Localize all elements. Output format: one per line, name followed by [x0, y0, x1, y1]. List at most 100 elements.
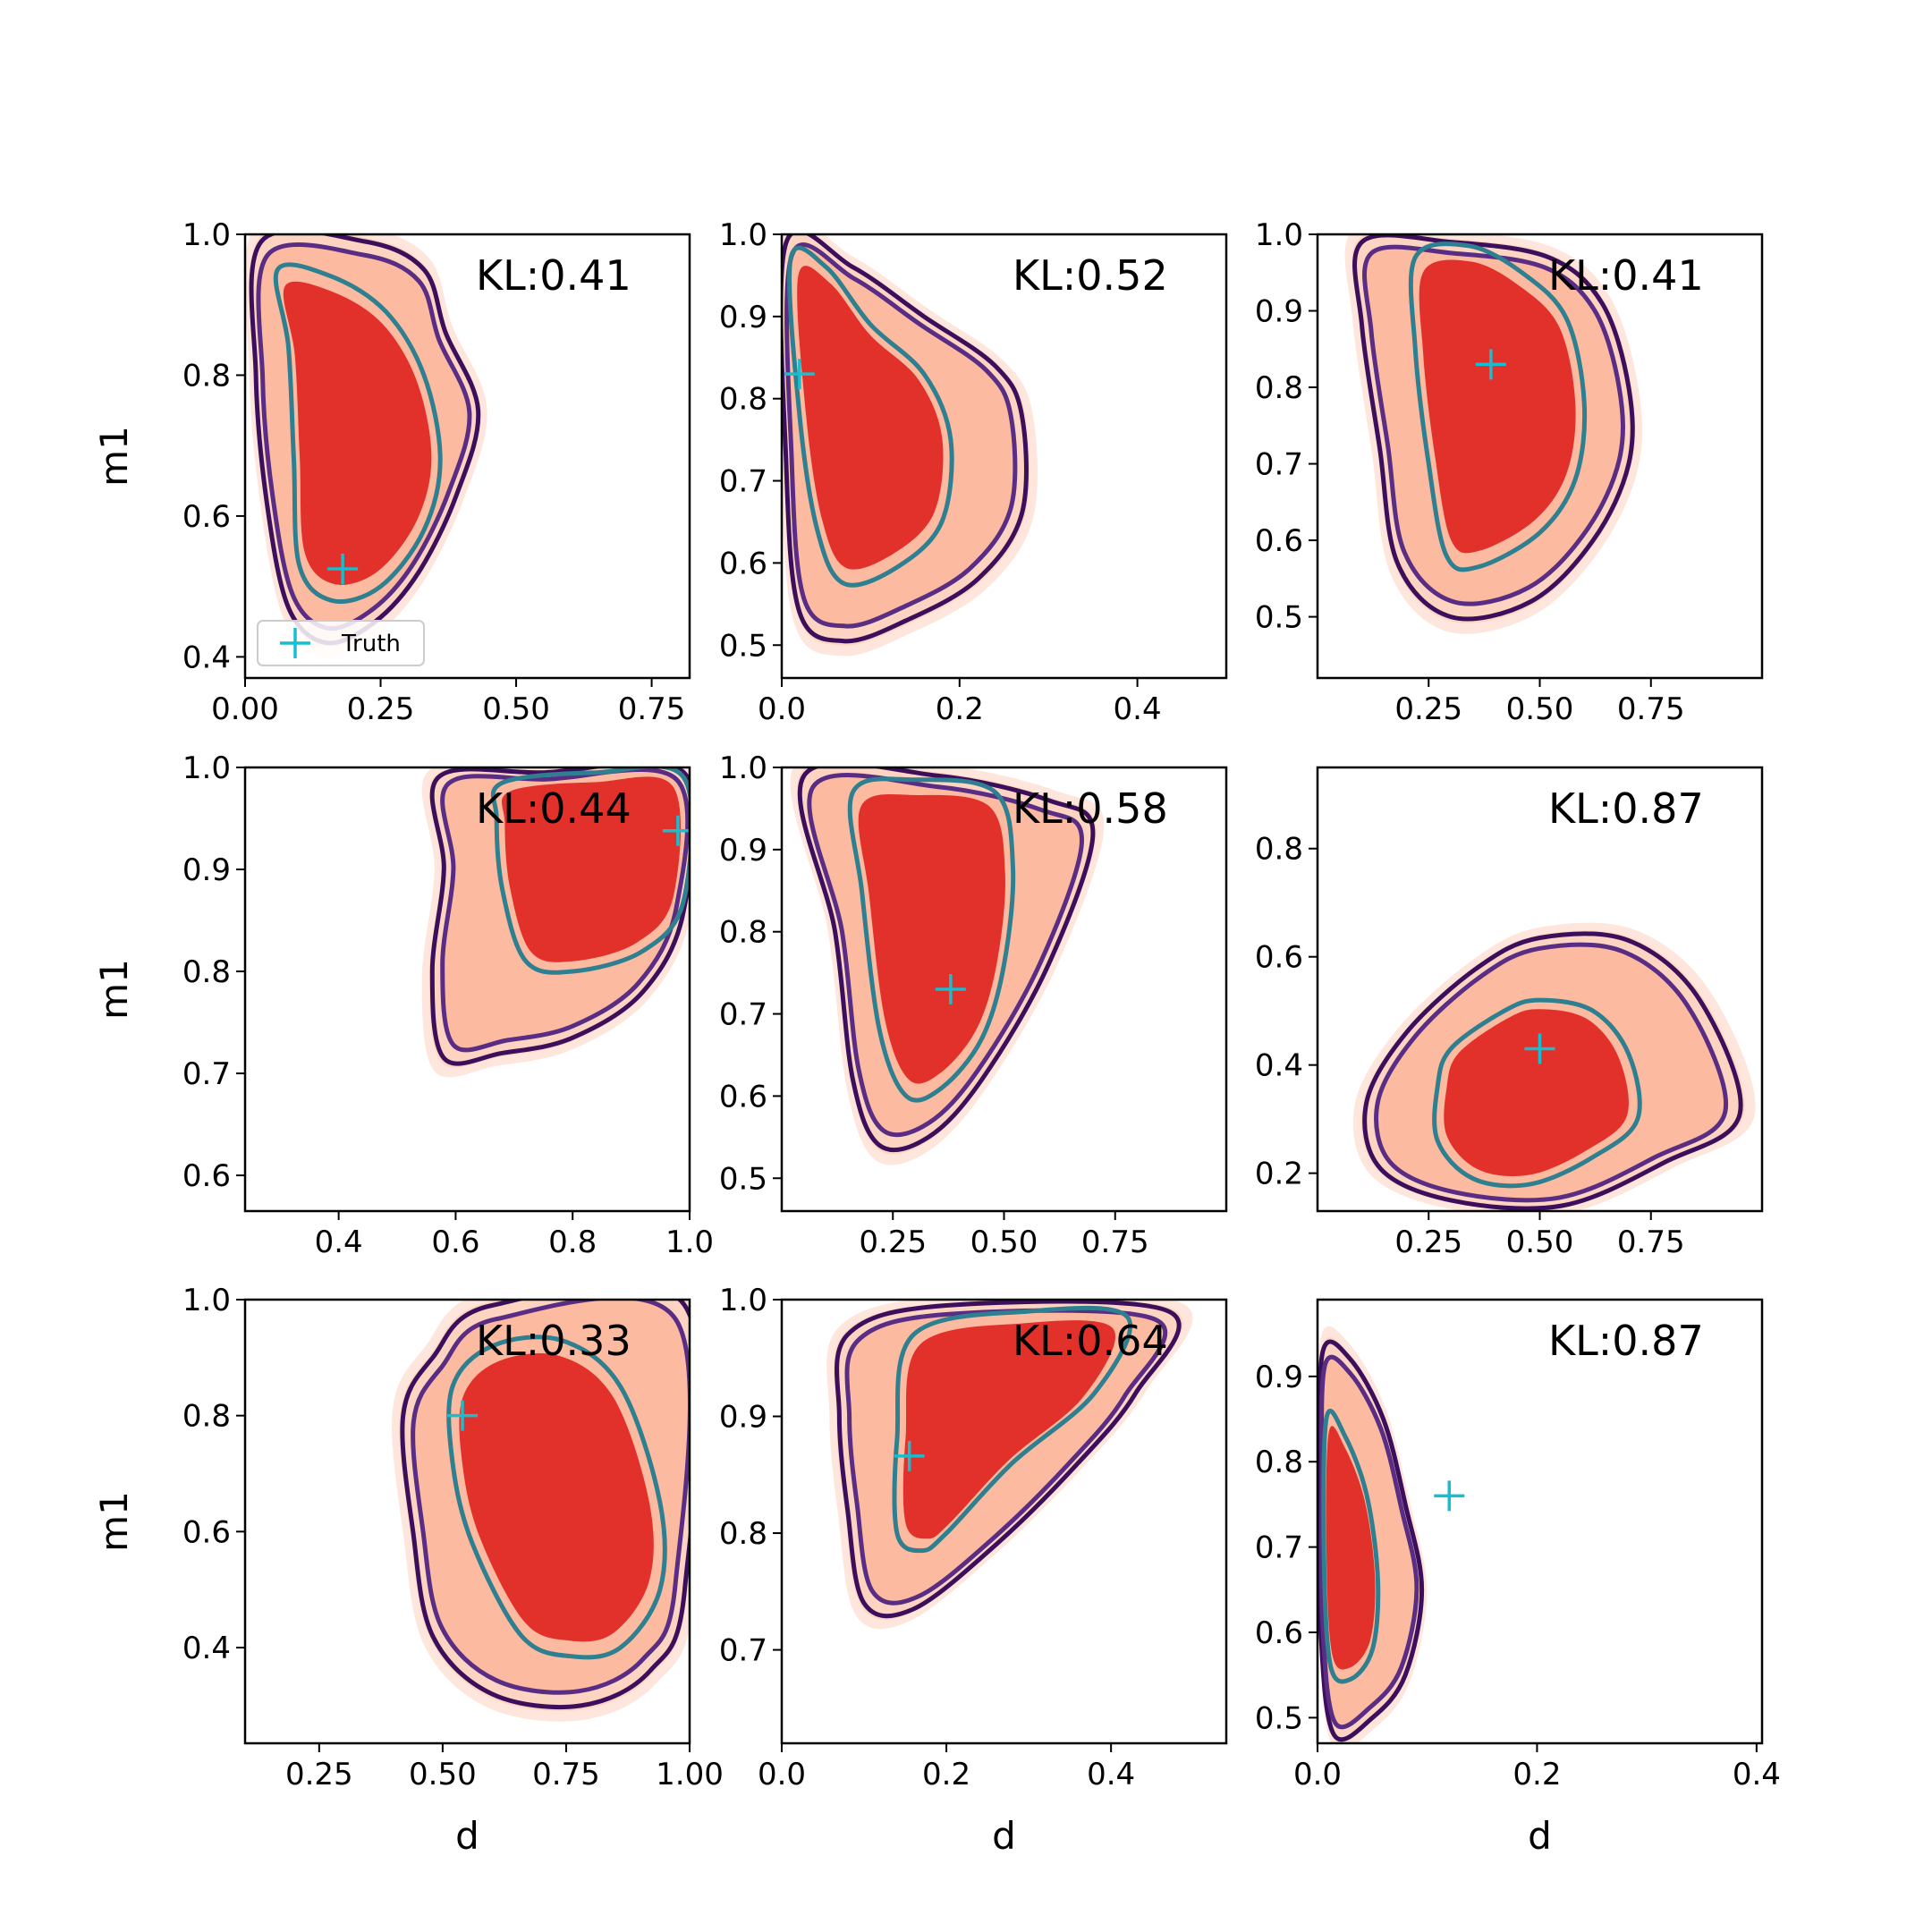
- plot-area: [782, 234, 1038, 657]
- y-tick-label: 0.6: [1255, 1615, 1303, 1651]
- y-tick-label: 1.0: [719, 1283, 767, 1318]
- kl-annotation: KL:0.41: [1548, 251, 1704, 300]
- contour-middle-line: [256, 242, 472, 631]
- y-tick-label: 0.7: [719, 997, 767, 1033]
- x-tick-label: 0.2: [936, 691, 984, 727]
- truth-marker: [446, 1400, 478, 1431]
- truth-marker: [662, 815, 690, 846]
- y-tick-label: 0.2: [1255, 1157, 1303, 1192]
- contour-outer-line: [782, 234, 1029, 644]
- y-tick-label: 0.7: [1255, 447, 1303, 483]
- x-tick-label: 0.0: [758, 691, 806, 727]
- x-tick-label: 1.00: [656, 1757, 724, 1792]
- truth-marker: [1524, 1033, 1555, 1064]
- truth-marker: [784, 359, 815, 390]
- contour-middle-line: [784, 242, 1018, 629]
- y-tick-label: 0.9: [1255, 294, 1303, 330]
- legend-box: [257, 620, 425, 666]
- y-tick-label: 1.0: [719, 750, 767, 786]
- y-tick-label: 0.8: [182, 954, 231, 990]
- truth-marker: [1475, 349, 1506, 380]
- subplot-3: 0.25 0.50 0.75 0.5 0.6 0.7 0.8 0.9 1.0 KL:0.41: [1255, 217, 1764, 727]
- axes-frame: [780, 233, 1228, 680]
- kl-annotation: KL:0.64: [1013, 1317, 1168, 1365]
- plot-area: [1318, 1326, 1465, 1743]
- y-axis-label: m1: [92, 426, 136, 487]
- kde-fill-core: [902, 1320, 1116, 1539]
- y-tick-label: 0.8: [1255, 370, 1303, 406]
- contour-outer-line: [429, 767, 690, 1066]
- contour-middle-line: [1318, 1354, 1419, 1730]
- kde-fill-core: [858, 794, 1005, 1084]
- y-tick-label: 0.9: [719, 1400, 767, 1436]
- contour-outer-line: [1362, 931, 1743, 1211]
- axes-frame: [243, 1298, 691, 1745]
- x-tick-label: 0.8: [548, 1224, 597, 1260]
- x-axis-label: d: [455, 1814, 479, 1858]
- y-tick-label: 0.6: [182, 499, 231, 535]
- legend-marker: [280, 628, 310, 658]
- x-tick-label: 0.75: [1081, 1224, 1149, 1260]
- x-tick-label: 1.0: [665, 1224, 714, 1260]
- x-tick-label: 0.0: [1293, 1757, 1342, 1792]
- y-tick-label: 0.5: [719, 1161, 767, 1197]
- kl-annotation: KL:0.41: [476, 251, 631, 300]
- x-tick-label: 0.25: [1394, 1224, 1462, 1260]
- y-tick-label: 0.9: [182, 852, 231, 888]
- x-axis-label: d: [992, 1814, 1016, 1858]
- subplot-2: 0.0 0.2 0.4 0.5 0.6 0.7 0.8 0.9 1.0 KL:0.52: [719, 217, 1228, 727]
- x-tick-label: 0.6: [431, 1224, 479, 1260]
- x-tick-label: 0.25: [1394, 691, 1462, 727]
- y-tick-label: 0.9: [719, 300, 767, 335]
- contour-outer-line: [249, 234, 481, 646]
- kde-fill-core: [1419, 259, 1576, 554]
- plot-area: [245, 234, 487, 658]
- x-tick-label: 0.25: [347, 691, 415, 727]
- x-tick-label: 0.25: [285, 1757, 353, 1792]
- x-tick-label: 0.50: [970, 1224, 1038, 1260]
- x-axis-label: d: [1528, 1814, 1552, 1858]
- y-tick-label: 0.6: [1255, 940, 1303, 976]
- y-axis-label: m1: [92, 1491, 136, 1552]
- kl-annotation: KL:0.58: [1013, 784, 1168, 833]
- axes-frame: [1316, 1298, 1764, 1745]
- contour-middle-line: [1374, 942, 1729, 1203]
- y-tick-label: 0.8: [1255, 832, 1303, 868]
- kl-annotation: KL:0.87: [1548, 1317, 1704, 1365]
- y-tick-label: 1.0: [719, 217, 767, 253]
- subplot-9: 0.0 0.2 0.4 0.5 0.6 0.7 0.8 0.9 KL:0.87 d: [1255, 1298, 1781, 1858]
- plot-area: [826, 1300, 1193, 1630]
- y-tick-label: 0.8: [182, 358, 231, 394]
- y-tick-label: 1.0: [182, 750, 231, 786]
- x-tick-label: 0.2: [1513, 1757, 1561, 1792]
- kl-annotation: KL:0.52: [1013, 251, 1168, 300]
- contour-inner-line: [446, 1335, 667, 1660]
- contour-inner-line: [892, 1305, 1133, 1554]
- x-tick-label: 0.75: [1617, 691, 1685, 727]
- y-tick-label: 1.0: [182, 217, 231, 253]
- x-tick-label: 0.4: [1733, 1757, 1781, 1792]
- truth-marker: [894, 1440, 925, 1471]
- kde-fill-core: [459, 1352, 654, 1642]
- contour-outer-line: [1352, 234, 1635, 622]
- x-tick-label: 0.4: [1087, 1757, 1135, 1792]
- legend: Truth: [257, 620, 425, 666]
- x-tick-label: 0.50: [1506, 691, 1574, 727]
- plot-area: [1344, 234, 1643, 634]
- x-tick-label: 0.25: [859, 1224, 927, 1260]
- x-tick-label: 0.4: [315, 1224, 363, 1260]
- y-tick-label: 0.4: [1255, 1048, 1303, 1084]
- y-tick-label: 1.0: [182, 1283, 231, 1318]
- y-tick-label: 0.5: [719, 628, 767, 664]
- y-tick-label: 0.8: [719, 915, 767, 951]
- x-tick-label: 0.2: [922, 1757, 970, 1792]
- plot-area: [1352, 922, 1756, 1211]
- contour-inner-line: [847, 776, 1016, 1103]
- y-tick-label: 0.8: [719, 382, 767, 418]
- kde-fill-core: [797, 266, 944, 570]
- y-tick-label: 0.5: [1255, 1700, 1303, 1736]
- y-tick-label: 0.8: [1255, 1445, 1303, 1480]
- y-tick-label: 0.7: [719, 1633, 767, 1669]
- y-tick-label: 0.6: [182, 1158, 231, 1194]
